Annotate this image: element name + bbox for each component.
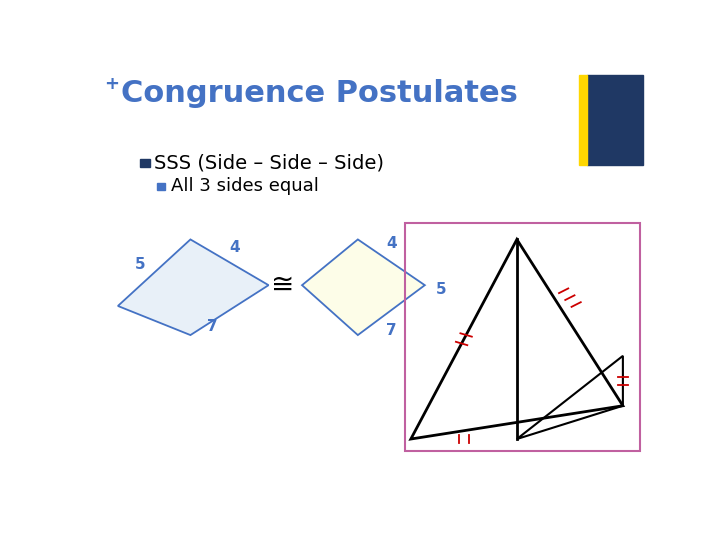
Text: 7: 7 — [207, 319, 218, 334]
Bar — [140, 159, 150, 167]
Bar — [579, 75, 588, 165]
Text: Congruence Postulates: Congruence Postulates — [121, 79, 518, 109]
Text: 4: 4 — [386, 236, 397, 251]
Text: 4: 4 — [230, 240, 240, 255]
Bar — [157, 183, 166, 190]
Polygon shape — [118, 239, 269, 335]
Text: 5: 5 — [436, 282, 447, 297]
Text: 5: 5 — [135, 257, 145, 272]
Polygon shape — [302, 239, 425, 335]
Text: SSS (Side – Side – Side): SSS (Side – Side – Side) — [154, 153, 384, 172]
Text: ≅: ≅ — [271, 271, 294, 299]
Bar — [405, 223, 639, 451]
Text: 7: 7 — [386, 323, 397, 339]
Text: All 3 sides equal: All 3 sides equal — [171, 177, 319, 195]
Bar — [588, 75, 643, 165]
Text: +: + — [104, 75, 119, 93]
